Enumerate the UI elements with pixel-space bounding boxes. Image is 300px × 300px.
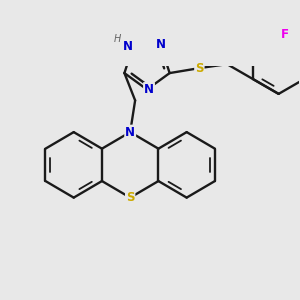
Text: F: F: [280, 28, 289, 41]
Text: N: N: [156, 38, 166, 51]
Text: N: N: [123, 40, 133, 53]
Text: N: N: [125, 126, 135, 139]
Text: N: N: [144, 83, 154, 96]
Text: S: S: [195, 61, 204, 75]
Text: H: H: [113, 34, 121, 44]
Text: S: S: [126, 191, 134, 204]
